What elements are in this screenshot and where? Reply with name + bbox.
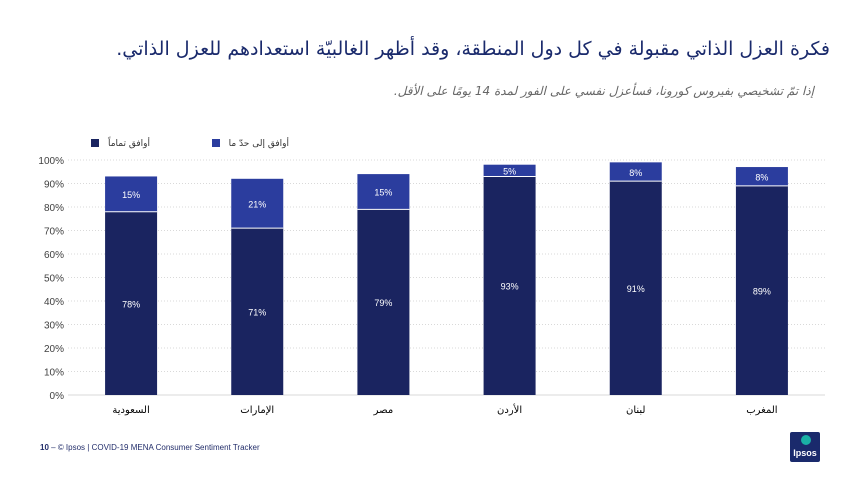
bar-somewhat-agree bbox=[483, 164, 536, 177]
category-label: لبنان bbox=[626, 405, 645, 416]
data-label-strongly-agree: 93% bbox=[501, 282, 519, 292]
bar-strongly-agree bbox=[735, 185, 788, 395]
data-label-somewhat-agree: 8% bbox=[629, 168, 642, 178]
footer-separator: – bbox=[48, 443, 58, 452]
y-tick-label: 40% bbox=[44, 297, 64, 308]
bar-somewhat-agree bbox=[609, 162, 662, 182]
bar-strongly-agree bbox=[609, 181, 662, 395]
legend-swatch-somewhat-agree bbox=[212, 139, 220, 147]
y-tick-label: 70% bbox=[44, 227, 64, 238]
footer-text: © Ipsos | COVID-19 MENA Consumer Sentime… bbox=[57, 443, 260, 452]
ipsos-logo: Ipsos bbox=[790, 432, 820, 462]
category-label: المغرب bbox=[746, 405, 777, 416]
data-label-somewhat-agree: 8% bbox=[755, 172, 768, 182]
legend-label-somewhat-agree: أوافق إلى حدّ ما bbox=[229, 137, 289, 149]
stacked-bar-chart: 0% 10% 20% 30% 40% 50% 60% 70% 80% 90% 100% 78% 15% ا… bbox=[38, 136, 825, 416]
bar-somewhat-agree bbox=[735, 167, 788, 186]
category-label: الأردن bbox=[497, 403, 522, 416]
y-tick-label: 10% bbox=[44, 368, 64, 379]
data-label-strongly-agree: 71% bbox=[248, 308, 266, 318]
y-tick-label: 20% bbox=[44, 344, 64, 355]
y-tick-label: 0% bbox=[50, 391, 65, 402]
data-label-strongly-agree: 79% bbox=[374, 298, 392, 308]
legend-swatch-strongly-agree bbox=[91, 139, 99, 147]
y-tick-label: 80% bbox=[44, 203, 64, 214]
legend-label-strongly-agree: أوافق تماماً bbox=[107, 136, 150, 149]
bar-strongly-agree bbox=[483, 176, 536, 395]
category-label: مصر bbox=[373, 405, 394, 416]
data-label-strongly-agree: 91% bbox=[627, 284, 645, 294]
y-tick-label: 90% bbox=[44, 180, 64, 191]
logo-dot-icon bbox=[801, 435, 811, 445]
page-number: 10 bbox=[40, 443, 49, 452]
footer: 10 – © Ipsos | COVID-19 MENA Consumer Se… bbox=[40, 443, 260, 452]
bar-strongly-agree bbox=[231, 228, 284, 395]
bar-somewhat-agree bbox=[231, 178, 284, 229]
y-tick-label: 50% bbox=[44, 274, 64, 285]
y-tick-label: 30% bbox=[44, 321, 64, 332]
bar-somewhat-agree bbox=[105, 176, 158, 212]
category-label: الإمارات bbox=[240, 405, 274, 416]
page-title: فكرة العزل الذاتي مقبولة في كل دول المنط… bbox=[116, 38, 830, 60]
data-label-strongly-agree: 89% bbox=[753, 286, 771, 296]
bar-somewhat-agree bbox=[357, 174, 410, 210]
y-tick-label: 100% bbox=[38, 156, 64, 167]
logo-text: Ipsos bbox=[793, 448, 817, 458]
data-label-somewhat-agree: 21% bbox=[248, 199, 266, 209]
category-label: السعودية bbox=[112, 405, 149, 416]
bar-strongly-agree bbox=[105, 211, 158, 395]
bar-strongly-agree bbox=[357, 209, 410, 395]
data-label-somewhat-agree: 15% bbox=[122, 190, 140, 200]
data-label-strongly-agree: 78% bbox=[122, 299, 140, 309]
data-label-somewhat-agree: 5% bbox=[503, 167, 516, 177]
data-label-somewhat-agree: 15% bbox=[374, 188, 392, 198]
question-subtitle: إذا تمّ تشخيصي بفيروس كورونا، فسأعزل نفس… bbox=[393, 84, 814, 98]
y-tick-label: 60% bbox=[44, 250, 64, 261]
